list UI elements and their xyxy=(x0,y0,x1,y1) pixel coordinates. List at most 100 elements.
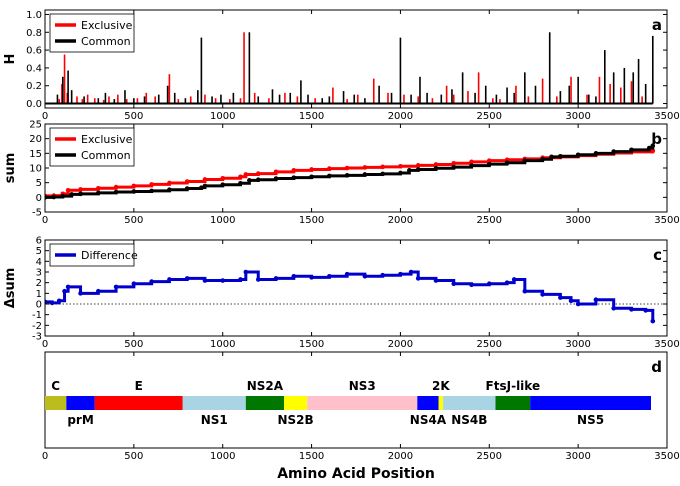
gene-label: prM xyxy=(67,413,93,427)
point-difference xyxy=(486,281,492,287)
point-exclusive xyxy=(273,169,279,175)
y-tick-label: 0 xyxy=(36,193,42,204)
gene-segment-ns2a xyxy=(245,396,285,410)
y-tick-label: 3 xyxy=(36,268,42,279)
x-tick-label: 3000 xyxy=(565,215,590,226)
point-difference xyxy=(327,273,332,279)
point-difference xyxy=(149,279,154,284)
panel-a: 0 500 1000 1500 2000 2500 3000 3500 0.0 0.2 0.4 0.6… xyxy=(3,9,680,122)
y-tick-label: 5 xyxy=(36,178,42,189)
legend-box xyxy=(49,243,135,267)
point-common xyxy=(646,145,652,151)
point-common xyxy=(69,192,74,197)
point-common xyxy=(611,149,616,154)
panel-b: 0 500 1000 1500 2000 2500 3000 3500-50510152025… xyxy=(3,120,680,227)
point-exclusive xyxy=(433,162,439,167)
point-exclusive xyxy=(362,165,368,170)
y-tick-label: 0.0 xyxy=(26,99,42,110)
point-difference xyxy=(220,278,226,283)
x-tick-label: 2000 xyxy=(388,111,413,122)
point-difference xyxy=(78,291,83,296)
y-tick-label: 0.2 xyxy=(26,81,42,92)
point-exclusive xyxy=(309,167,314,172)
y-tick-label: -2 xyxy=(32,321,42,332)
point-exclusive xyxy=(131,183,137,189)
point-difference xyxy=(451,281,457,287)
x-tick-label: 0 xyxy=(42,111,48,122)
point-common xyxy=(558,153,563,159)
point-difference xyxy=(568,298,574,304)
point-difference xyxy=(650,318,656,324)
gene-segment-ns2b xyxy=(284,396,308,410)
point-common xyxy=(51,194,57,200)
point-difference xyxy=(643,308,648,313)
plot-area-a xyxy=(45,32,654,105)
point-difference xyxy=(62,288,67,294)
point-common xyxy=(650,143,656,149)
point-exclusive xyxy=(78,187,83,192)
gene-label: NS3 xyxy=(349,379,376,393)
point-difference xyxy=(45,299,48,305)
x-tick-label: 1000 xyxy=(210,451,235,462)
point-exclusive xyxy=(486,158,492,163)
x-tick-label: 1500 xyxy=(299,215,324,226)
point-difference xyxy=(380,272,385,278)
x-tick-label: 2500 xyxy=(477,111,502,122)
x-tick-label: 0 xyxy=(42,339,48,350)
point-common xyxy=(184,186,190,191)
point-common xyxy=(433,165,439,171)
x-tick-label: 500 xyxy=(124,111,143,122)
x-tick-label: 3000 xyxy=(565,451,590,462)
x-tick-label: 1500 xyxy=(299,339,324,350)
y-tick-label: 4 xyxy=(36,257,42,268)
gene-label: C xyxy=(51,379,60,393)
legend-label: Common xyxy=(81,149,131,162)
point-exclusive xyxy=(184,179,190,184)
gene-label: NS2A xyxy=(247,379,284,393)
x-tick-label: 3000 xyxy=(565,111,590,122)
y-tick-label: 20 xyxy=(29,134,42,145)
point-common xyxy=(327,173,332,179)
point-exclusive xyxy=(327,166,332,171)
point-difference xyxy=(522,288,528,294)
axes-frame-c xyxy=(44,239,668,337)
point-common xyxy=(504,160,510,166)
x-tick-label: 3000 xyxy=(565,339,590,350)
y-tick-label: 0.6 xyxy=(26,46,42,57)
legend-a: Exclusive Common xyxy=(49,13,135,53)
x-tick-label: 0 xyxy=(42,215,48,226)
point-difference xyxy=(611,305,616,311)
y-tick-label: 10 xyxy=(29,164,42,175)
point-common xyxy=(629,147,634,153)
point-common xyxy=(255,177,261,183)
x-tick-label: 3500 xyxy=(654,339,679,350)
point-common xyxy=(540,156,545,162)
point-exclusive xyxy=(167,180,172,186)
x-tick-label: 3500 xyxy=(654,111,679,122)
point-difference xyxy=(56,298,62,304)
point-exclusive xyxy=(469,159,474,165)
x-tick-label: 2000 xyxy=(388,215,413,226)
point-exclusive xyxy=(243,172,249,177)
point-difference xyxy=(96,288,101,294)
gene-label: E xyxy=(135,379,143,393)
y-axis-label-a: H xyxy=(3,54,18,65)
gene-segment-ns4b xyxy=(443,396,496,410)
point-exclusive xyxy=(451,161,457,166)
gene-label: NS4B xyxy=(451,413,487,427)
axes-frame-a xyxy=(44,9,668,109)
gene-segment-ns4a xyxy=(417,396,439,410)
legend-label: Common xyxy=(81,35,131,48)
gene-label: NS5 xyxy=(577,413,604,427)
point-difference xyxy=(398,271,403,277)
point-common xyxy=(131,189,137,194)
y-tick-label: 1.0 xyxy=(26,10,42,21)
point-exclusive xyxy=(255,171,261,176)
point-difference xyxy=(273,276,279,281)
gene-segment-ns3 xyxy=(307,396,418,410)
x-tick-label: 1000 xyxy=(210,339,235,350)
point-common xyxy=(415,167,421,172)
gene-label: NS4A xyxy=(410,413,447,427)
point-common xyxy=(309,174,314,180)
x-tick-label: 500 xyxy=(124,215,143,226)
